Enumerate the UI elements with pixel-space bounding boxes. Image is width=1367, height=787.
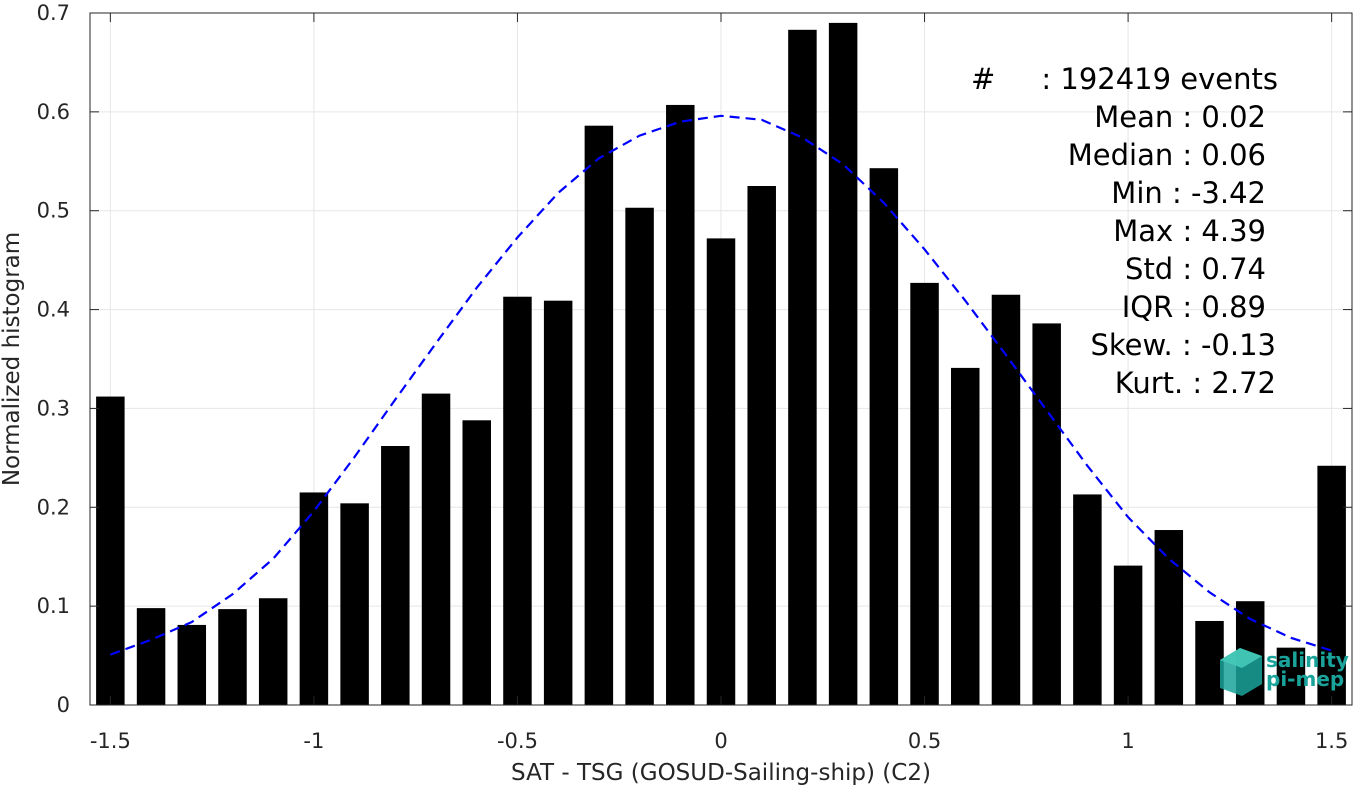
x-tick-label: -1 [303, 729, 324, 753]
y-tick-label: 0.6 [37, 100, 70, 124]
histogram-bar [788, 29, 817, 705]
y-axis-label: Normalized histogram [0, 232, 25, 486]
x-tick-label: -0.5 [497, 729, 538, 753]
histogram-bar [1195, 620, 1224, 705]
statistics-box: # : 192419 events Mean : 0.02 Median : 0.06… [971, 62, 1278, 400]
x-tick-label: -1.5 [90, 729, 131, 753]
histogram-bar [177, 624, 207, 705]
y-tick-label: 0.2 [37, 495, 70, 519]
histogram-bar [747, 186, 776, 705]
histogram-bar [1317, 465, 1346, 705]
salinity-pi-mep-logo: salinity pi-mep [1220, 648, 1349, 696]
histogram-bar [706, 238, 736, 705]
y-tick-label: 0.7 [37, 1, 70, 25]
y-tick-label: 0.5 [37, 199, 70, 223]
y-tick-label: 0 [57, 693, 70, 717]
stat-line: Mean : 0.02 [1094, 100, 1266, 134]
x-tick-labels: -1.5 -1 -0.5 0 0.5 1 1.5 [90, 729, 1348, 753]
y-tick-labels: 0 0.1 0.2 0.3 0.4 0.5 0.6 0.7 [37, 1, 70, 717]
stat-line: Median : 0.06 [1068, 138, 1266, 172]
histogram-bar [503, 296, 532, 705]
histogram-bar [625, 207, 654, 705]
axis-ticks [90, 12, 1352, 706]
histogram-bar [910, 282, 939, 705]
histogram-bar [1032, 323, 1061, 705]
x-tick-label: 0 [714, 729, 727, 753]
stat-label: # [971, 62, 995, 96]
histogram-bar [258, 598, 288, 705]
logo-line-1: salinity [1266, 648, 1349, 672]
stat-value: : 192419 events [1041, 62, 1278, 96]
stat-line: Kurt. : 2.72 [1115, 366, 1276, 400]
histogram-bars [96, 22, 1346, 706]
x-axis-label: SAT - TSG (GOSUD-Sailing-ship) (C2) [511, 760, 931, 786]
histogram-bar [951, 367, 980, 705]
histogram-bar [584, 125, 614, 705]
histogram-bar [1276, 647, 1306, 705]
histogram-bar [381, 445, 410, 705]
x-tick-label: 0.5 [908, 729, 941, 753]
y-tick-label: 0.4 [37, 298, 70, 322]
logo-line-2: pi-mep [1266, 667, 1344, 691]
stat-line: Skew. : -0.13 [1090, 328, 1276, 362]
stat-line: IQR : 0.89 [1122, 290, 1266, 324]
histogram-bar [136, 608, 166, 705]
stat-line: Min : -3.42 [1111, 176, 1266, 210]
histogram-bar [869, 168, 899, 706]
histogram-bar [340, 503, 369, 705]
histogram-bar [1073, 494, 1102, 705]
histogram-bar [543, 300, 573, 705]
x-tick-label: 1 [1121, 729, 1134, 753]
stat-line: Max : 4.39 [1113, 214, 1266, 248]
histogram-bar [991, 294, 1021, 705]
histogram-bar [218, 609, 247, 705]
histogram-bar [421, 393, 451, 705]
histogram-bar [1154, 530, 1184, 705]
histogram-bar [96, 396, 125, 705]
histogram-bar [299, 492, 329, 705]
histogram-bar [828, 22, 858, 705]
y-tick-label: 0.3 [37, 396, 70, 420]
histogram-bar [1113, 565, 1143, 705]
histogram-bar [462, 420, 491, 705]
stat-line: Std : 0.74 [1125, 252, 1266, 286]
histogram-bar [666, 104, 695, 706]
gaussian-fit-curve [110, 114, 1332, 656]
x-tick-label: 1.5 [1315, 729, 1348, 753]
y-tick-label: 0.1 [37, 594, 70, 618]
